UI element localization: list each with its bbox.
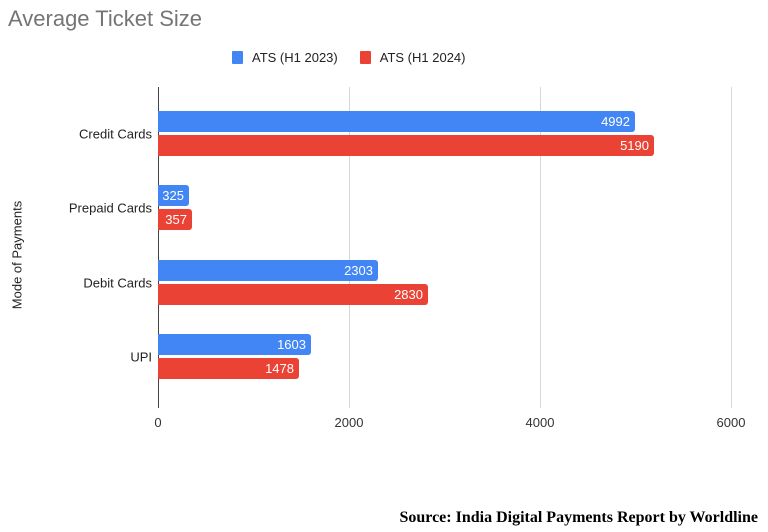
legend-item-h1-2024: ATS (H1 2024) — [359, 50, 466, 65]
legend-item-h1-2023: ATS (H1 2023) — [232, 50, 338, 65]
bar: 357 — [158, 209, 192, 230]
category-label: Prepaid Cards — [68, 200, 152, 216]
x-tick-label: 6000 — [716, 415, 746, 430]
gridline — [540, 87, 541, 408]
legend: ATS (H1 2023) ATS (H1 2024) — [232, 50, 488, 65]
bar: 1603 — [158, 334, 311, 355]
legend-swatch-blue-icon — [232, 51, 243, 64]
category-label: Debit Cards — [83, 275, 152, 291]
source-caption: Source: India Digital Payments Report by… — [399, 509, 758, 526]
category-label: Credit Cards — [79, 126, 152, 142]
y-axis-label: Mode of Payments — [9, 200, 25, 310]
x-tick-label: 0 — [154, 415, 162, 430]
x-tick-label: 2000 — [334, 415, 364, 430]
legend-swatch-red-icon — [359, 51, 371, 64]
gridline — [349, 87, 350, 408]
bar: 5190 — [158, 135, 654, 156]
x-tick-label: 4000 — [525, 415, 555, 430]
bar: 2830 — [158, 284, 428, 305]
plot-area: 4992 5190 325 357 2303 2830 1603 1478 — [158, 87, 732, 408]
bar: 325 — [158, 185, 189, 206]
chart-title: Average Ticket Size — [8, 6, 203, 31]
bar: 1478 — [158, 358, 299, 379]
bar: 4992 — [158, 111, 635, 132]
gridline — [731, 87, 732, 408]
y-axis-line — [158, 87, 159, 408]
category-label: UPI — [130, 349, 152, 365]
legend-label: ATS (H1 2023) — [252, 50, 338, 65]
legend-label: ATS (H1 2024) — [379, 50, 466, 65]
bar: 2303 — [158, 260, 378, 281]
